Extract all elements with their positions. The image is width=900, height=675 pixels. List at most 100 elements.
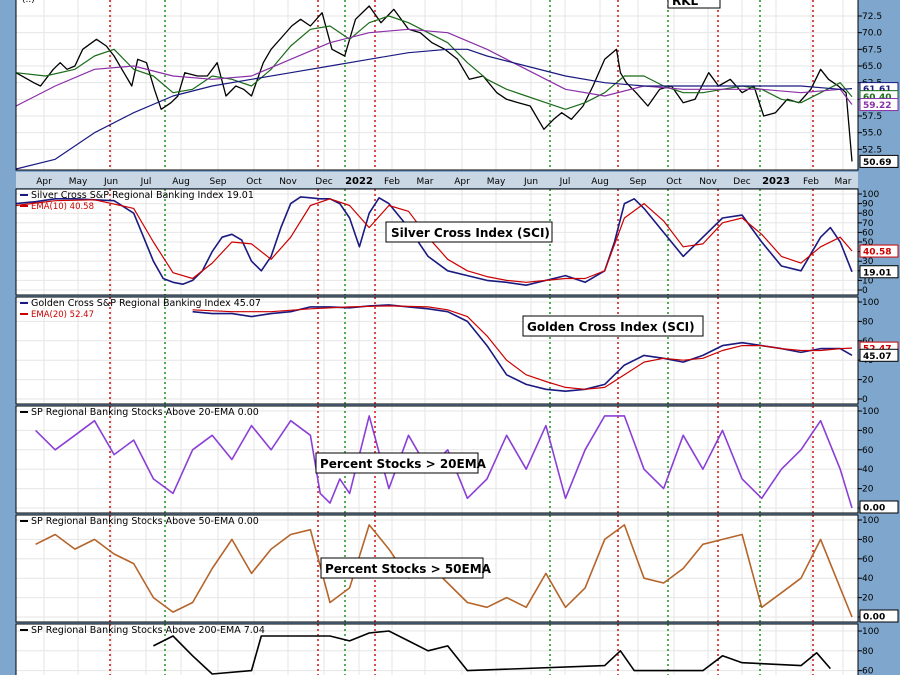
value-label: 59.22 [863, 101, 891, 111]
x-axis-months: Apr May Jun Jul Aug Sep Oct Nov Dec 2022 Feb Mar Apr… [16, 172, 858, 188]
gci-annotation-box: Golden Cross Index (SCI) [522, 315, 704, 337]
gci-annotation: Golden Cross Index (SCI) [527, 320, 695, 334]
series-line-golden-cross-s-p-regional-banking-index [192, 304, 853, 393]
sci-annotation-box: Silver Cross Index (SCI) [385, 221, 553, 243]
y-tick-label: 65.0 [862, 62, 882, 72]
month-tick-label: Apr [36, 177, 52, 187]
value-label: 0.00 [863, 613, 885, 623]
y-tick-label: 40 [862, 574, 874, 584]
month-tick-label: Dec [733, 177, 750, 187]
value-label: 40.58 [863, 248, 891, 258]
month-tick-label: 2022 [345, 176, 373, 187]
month-tick-label: Oct [666, 177, 682, 187]
p20-annotation-box: Percent Stocks > 20EMA [315, 452, 487, 474]
value-label-box [859, 500, 899, 514]
y-tick-label: 55.0 [862, 129, 882, 139]
y-tick-label: 20 [862, 594, 874, 604]
value-label: 45.07 [863, 352, 891, 362]
series-line-percent-stocks-above-50-ema [35, 524, 853, 618]
month-tick-label: Mar [417, 177, 434, 187]
p50-annotation-box: Percent Stocks > 50EMA [320, 557, 492, 579]
month-tick-label: Nov [279, 177, 297, 187]
y-tick-label: 52.5 [862, 145, 882, 155]
legend-entry: Golden Cross S&P Regional Banking Index … [31, 298, 261, 309]
month-tick-label: Jun [103, 177, 118, 187]
series-line-silver-cross-s-p-regional-banking-index [15, 196, 853, 287]
legend-entry: SP Regional Banking Stocks Above 20-EMA … [31, 407, 259, 418]
y-tick-label: 72.5 [862, 12, 882, 22]
y-tick-label: 100 [862, 298, 879, 308]
value-label: 61.61 [863, 85, 891, 95]
legend-entry: EMA(20) 52.47 [31, 310, 94, 320]
month-tick-label: Feb [803, 177, 819, 187]
series-line-percent-stocks-above-200-ema [153, 630, 832, 675]
value-label-box [859, 609, 899, 623]
month-tick-label: Jul [140, 177, 152, 187]
p20-annotation: Percent Stocks > 20EMA [320, 457, 487, 471]
y-tick-label: 80 [862, 426, 874, 436]
y-tick-label: 20 [862, 376, 874, 386]
month-tick-label: 2023 [762, 176, 790, 187]
y-tick-label: 100 [862, 190, 879, 200]
y-tick-label: 67.5 [862, 45, 882, 55]
y-tick-label: 90 [862, 200, 874, 210]
pct-200ema-panel: 60 80 100 SP Regional Banking Stocks Above… [15, 623, 879, 675]
legend-entry: Silver Cross S&P Regional Banking Index … [31, 190, 254, 201]
y-tick-label: 60 [862, 228, 874, 238]
series-line-ema-200 [15, 48, 853, 170]
p50-annotation: Percent Stocks > 50EMA [325, 562, 492, 576]
y-tick-label: 50 [862, 238, 874, 248]
month-tick-label: Dec [315, 177, 332, 187]
month-tick-label: Jun [523, 177, 538, 187]
price-panel: 52.555.057.560.062.565.067.570.072.5 61.… [15, 0, 899, 171]
legend-entry: SP Regional Banking Stocks Above 50-EMA … [31, 516, 259, 527]
month-tick-label: Aug [591, 177, 609, 187]
y-tick-label: 57.5 [862, 112, 882, 122]
value-label-box [859, 154, 899, 168]
month-tick-label: Nov [699, 177, 717, 187]
value-label: 50.69 [863, 158, 891, 168]
y-tick-label: 80 [862, 647, 874, 657]
y-tick-label: 70 [862, 219, 874, 229]
symbol-label: RKL [672, 0, 699, 8]
y-tick-label: 100 [862, 627, 879, 637]
series-line-ema-20- [192, 305, 853, 390]
y-tick-label: 0 [862, 395, 868, 405]
month-tick-label: Sep [630, 177, 647, 187]
y-tick-label: 80 [862, 317, 874, 327]
y-tick-label: 0 [862, 286, 868, 296]
y-tick-label: 70.0 [862, 29, 882, 39]
legend-entry: SP Regional Banking Stocks Above 200-EMA… [31, 625, 265, 636]
month-tick-label: Oct [246, 177, 262, 187]
value-label-box [859, 265, 899, 279]
series-line-ema-10- [15, 198, 853, 283]
month-tick-label: Apr [454, 177, 470, 187]
month-tick-label: Feb [384, 177, 400, 187]
legend-entry: EMA(10) 40.58 [31, 202, 94, 212]
pct-50ema-panel: 0.0020406080100 0.00 SP Regional Banking… [15, 514, 899, 623]
month-tick-label: Sep [210, 177, 227, 187]
value-label-box [859, 348, 899, 362]
y-tick-label: 40 [862, 465, 874, 475]
value-label-box [859, 98, 899, 112]
y-tick-label: 60 [862, 667, 874, 675]
sci-annotation: Silver Cross Index (SCI) [391, 226, 550, 240]
value-label: 19.01 [863, 268, 891, 278]
y-tick-label: 80 [862, 209, 874, 219]
month-tick-label: May [487, 177, 506, 187]
golden-cross-panel: 020406080100 52.4745.07 Golden Cross S&P… [15, 296, 899, 405]
series-line-ema-long [15, 28, 853, 107]
symbol-label-box: RKL [667, 0, 721, 9]
y-tick-label: 80 [862, 535, 874, 545]
month-tick-label: Aug [172, 177, 190, 187]
period-label-partial: (..) [22, 0, 35, 5]
pct-20ema-panel: 0.0020406080100 0.00 SP Regional Banking… [15, 405, 899, 514]
month-tick-label: May [69, 177, 88, 187]
month-tick-label: Mar [835, 177, 852, 187]
value-label-box [859, 244, 899, 258]
y-tick-label: 60 [862, 555, 874, 565]
y-tick-label: 100 [862, 516, 879, 526]
y-tick-label: 10 [862, 276, 874, 286]
